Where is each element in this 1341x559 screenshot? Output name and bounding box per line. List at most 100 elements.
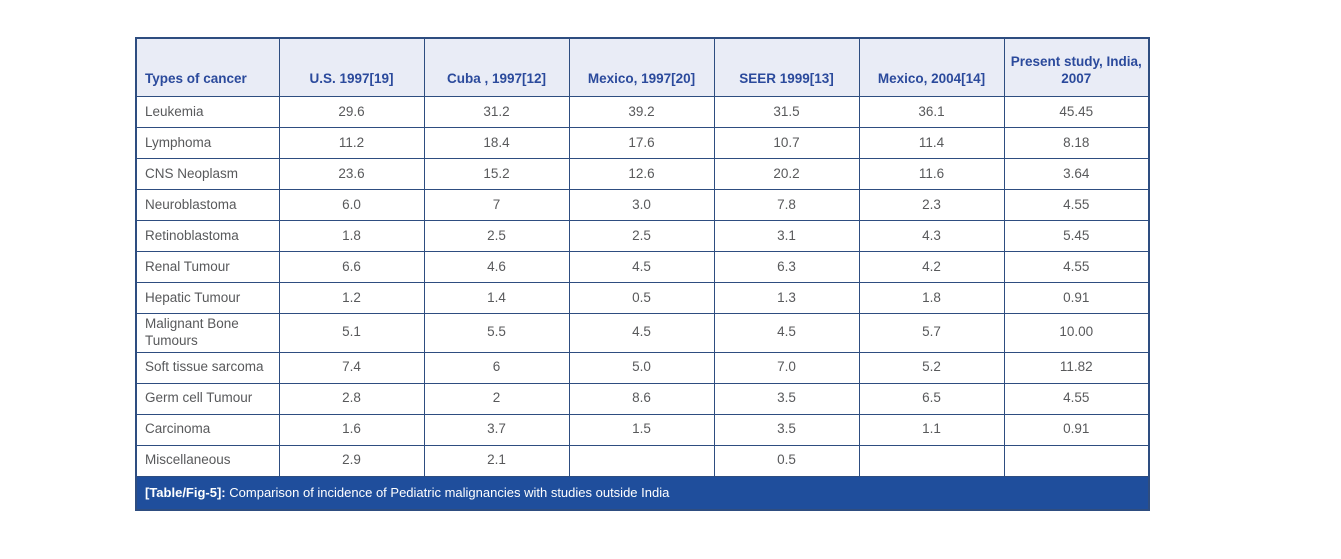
value-cell: 4.3	[858, 220, 1005, 252]
column-header-present-study: Present study, India, 2007	[1003, 37, 1150, 97]
comparison-table: Types of cancer U.S. 1997[19] Cuba , 199…	[135, 37, 1150, 511]
value-cell: 1.8	[278, 220, 425, 252]
value-cell: 5.7	[858, 313, 1005, 353]
value-cell: 3.64	[1003, 158, 1150, 190]
value-cell: 12.6	[568, 158, 715, 190]
row-label: Malignant Bone Tumours	[135, 313, 280, 353]
column-header-mexico-1997: Mexico, 1997[20]	[568, 37, 715, 97]
value-cell: 6.6	[278, 251, 425, 283]
value-cell: 36.1	[858, 96, 1005, 128]
column-header-mexico-2004: Mexico, 2004[14]	[858, 37, 1005, 97]
value-cell: 2.9	[278, 444, 425, 477]
value-cell: 3.1	[713, 220, 860, 252]
value-cell: 6.3	[713, 251, 860, 283]
table-row: Hepatic Tumour 1.2 1.4 0.5 1.3 1.8 0.91	[135, 282, 1150, 314]
value-cell: 2.5	[423, 220, 570, 252]
value-cell: 3.7	[423, 413, 570, 446]
value-cell: 4.6	[423, 251, 570, 283]
value-cell: 10.00	[1003, 313, 1150, 353]
value-cell: 1.6	[278, 413, 425, 446]
row-label: Lymphoma	[135, 127, 280, 159]
value-cell: 1.1	[858, 413, 1005, 446]
value-cell: 2.1	[423, 444, 570, 477]
row-label: Neuroblastoma	[135, 189, 280, 221]
row-label: Miscellaneous	[135, 444, 280, 477]
value-cell: 8.6	[568, 382, 715, 415]
table-header: Types of cancer U.S. 1997[19] Cuba , 199…	[135, 37, 1150, 97]
value-cell: 31.5	[713, 96, 860, 128]
column-header-cuba-1997: Cuba , 1997[12]	[423, 37, 570, 97]
value-cell: 6.0	[278, 189, 425, 221]
value-cell: 15.2	[423, 158, 570, 190]
value-cell: 5.1	[278, 313, 425, 353]
row-label: Carcinoma	[135, 413, 280, 446]
value-cell: 2.3	[858, 189, 1005, 221]
table-body: Leukemia 29.6 31.2 39.2 31.5 36.1 45.45 Lymphom…	[135, 96, 1150, 477]
table-row: Germ cell Tumour 2.8 2 8.6 3.5 6.5 4.55	[135, 382, 1150, 415]
value-cell: 4.5	[568, 313, 715, 353]
value-cell: 11.6	[858, 158, 1005, 190]
value-cell: 6	[423, 351, 570, 384]
value-cell: 0.91	[1003, 413, 1150, 446]
column-header-types-of-cancer: Types of cancer	[135, 37, 280, 97]
table-row: Renal Tumour 6.6 4.6 4.5 6.3 4.2 4.55	[135, 251, 1150, 283]
caption-text: Comparison of incidence of Pediatric mal…	[229, 485, 670, 501]
table-row: CNS Neoplasm 23.6 15.2 12.6 20.2 11.6 3.64	[135, 158, 1150, 190]
value-cell: 2	[423, 382, 570, 415]
value-cell: 1.8	[858, 282, 1005, 314]
row-label: CNS Neoplasm	[135, 158, 280, 190]
value-cell: 45.45	[1003, 96, 1150, 128]
value-cell: 1.4	[423, 282, 570, 314]
value-cell: 10.7	[713, 127, 860, 159]
header-row: Types of cancer U.S. 1997[19] Cuba , 199…	[135, 37, 1150, 97]
row-label: Germ cell Tumour	[135, 382, 280, 415]
value-cell: 11.4	[858, 127, 1005, 159]
column-header-us-1997: U.S. 1997[19]	[278, 37, 425, 97]
value-cell	[568, 444, 715, 477]
value-cell: 3.0	[568, 189, 715, 221]
value-cell: 6.5	[858, 382, 1005, 415]
value-cell: 5.45	[1003, 220, 1150, 252]
value-cell: 11.2	[278, 127, 425, 159]
value-cell: 4.55	[1003, 382, 1150, 415]
value-cell: 2.5	[568, 220, 715, 252]
table-row: Malignant Bone Tumours 5.1 5.5 4.5 4.5 5.7 10.…	[135, 313, 1150, 353]
value-cell: 5.5	[423, 313, 570, 353]
row-label: Renal Tumour	[135, 251, 280, 283]
value-cell: 7.0	[713, 351, 860, 384]
value-cell: 1.3	[713, 282, 860, 314]
row-label: Hepatic Tumour	[135, 282, 280, 314]
value-cell: 4.5	[568, 251, 715, 283]
value-cell: 39.2	[568, 96, 715, 128]
value-cell: 11.82	[1003, 351, 1150, 384]
value-cell	[858, 444, 1005, 477]
caption-figure-label: [Table/Fig-5]:	[145, 485, 226, 501]
value-cell: 4.2	[858, 251, 1005, 283]
table-row: Retinoblastoma 1.8 2.5 2.5 3.1 4.3 5.45	[135, 220, 1150, 252]
value-cell: 29.6	[278, 96, 425, 128]
value-cell: 3.5	[713, 382, 860, 415]
table-row: Soft tissue sarcoma 7.4 6 5.0 7.0 5.2 11.82	[135, 351, 1150, 384]
column-header-seer-1999: SEER 1999[13]	[713, 37, 860, 97]
table-row: Carcinoma 1.6 3.7 1.5 3.5 1.1 0.91	[135, 413, 1150, 446]
value-cell: 0.91	[1003, 282, 1150, 314]
table-row: Miscellaneous 2.9 2.1 0.5	[135, 444, 1150, 477]
value-cell: 0.5	[568, 282, 715, 314]
value-cell: 3.5	[713, 413, 860, 446]
row-label: Soft tissue sarcoma	[135, 351, 280, 384]
table-footer: [Table/Fig-5]: Comparison of incidence o…	[135, 475, 1150, 511]
value-cell: 8.18	[1003, 127, 1150, 159]
table-figure: Types of cancer U.S. 1997[19] Cuba , 199…	[135, 37, 1150, 511]
value-cell: 23.6	[278, 158, 425, 190]
row-label: Leukemia	[135, 96, 280, 128]
table-row: Lymphoma 11.2 18.4 17.6 10.7 11.4 8.18	[135, 127, 1150, 159]
value-cell: 17.6	[568, 127, 715, 159]
value-cell: 7	[423, 189, 570, 221]
table-row: Neuroblastoma 6.0 7 3.0 7.8 2.3 4.55	[135, 189, 1150, 221]
value-cell: 0.5	[713, 444, 860, 477]
value-cell: 1.2	[278, 282, 425, 314]
value-cell: 18.4	[423, 127, 570, 159]
value-cell: 1.5	[568, 413, 715, 446]
value-cell: 7.4	[278, 351, 425, 384]
value-cell: 4.55	[1003, 189, 1150, 221]
